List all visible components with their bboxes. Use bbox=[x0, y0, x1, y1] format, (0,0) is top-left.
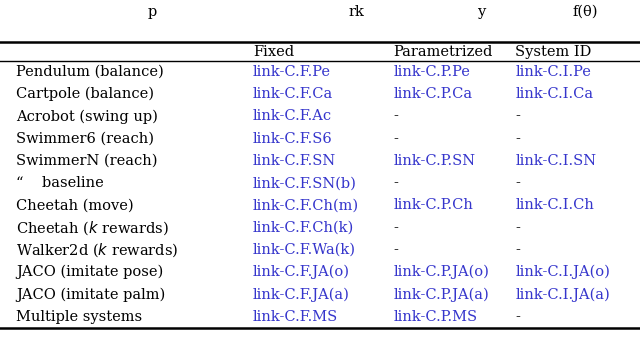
Text: Acrobot (swing up): Acrobot (swing up) bbox=[16, 109, 158, 124]
Text: -: - bbox=[515, 176, 520, 190]
Text: link-C.F.Pe: link-C.F.Pe bbox=[253, 65, 331, 79]
Text: link-C.P.SN: link-C.P.SN bbox=[394, 154, 476, 168]
Text: -: - bbox=[515, 132, 520, 146]
Text: -: - bbox=[515, 221, 520, 235]
Text: link-C.P.JA(o): link-C.P.JA(o) bbox=[394, 265, 490, 280]
Text: link-C.I.JA(a): link-C.I.JA(a) bbox=[515, 287, 610, 302]
Text: link-C.F.Wa(k): link-C.F.Wa(k) bbox=[253, 243, 356, 257]
Text: -: - bbox=[515, 310, 520, 324]
Text: link-C.P.Ca: link-C.P.Ca bbox=[394, 87, 473, 101]
Text: link-C.F.SN: link-C.F.SN bbox=[253, 154, 336, 168]
Text: y: y bbox=[477, 5, 485, 19]
Text: -: - bbox=[394, 221, 399, 235]
Text: link-C.F.Ch(m): link-C.F.Ch(m) bbox=[253, 198, 359, 213]
Text: link-C.I.Pe: link-C.I.Pe bbox=[515, 65, 591, 79]
Text: Walker2d ($k$ rewards): Walker2d ($k$ rewards) bbox=[16, 241, 179, 259]
Text: link-C.F.SN(b): link-C.F.SN(b) bbox=[253, 176, 356, 190]
Text: Fixed: Fixed bbox=[253, 45, 294, 58]
Text: p: p bbox=[147, 5, 156, 19]
Text: JACO (imitate pose): JACO (imitate pose) bbox=[16, 265, 163, 280]
Text: link-C.F.Ca: link-C.F.Ca bbox=[253, 87, 333, 101]
Text: rk: rk bbox=[349, 5, 365, 19]
Text: Cheetah ($k$ rewards): Cheetah ($k$ rewards) bbox=[16, 219, 169, 237]
Text: link-C.I.JA(o): link-C.I.JA(o) bbox=[515, 265, 610, 280]
Text: -: - bbox=[394, 176, 399, 190]
Text: -: - bbox=[394, 132, 399, 146]
Text: link-C.F.JA(a): link-C.F.JA(a) bbox=[253, 287, 349, 302]
Text: System ID: System ID bbox=[515, 45, 591, 58]
Text: link-C.F.Ch(k): link-C.F.Ch(k) bbox=[253, 221, 354, 235]
Text: SwimmerN (reach): SwimmerN (reach) bbox=[16, 154, 157, 168]
Text: -: - bbox=[515, 110, 520, 123]
Text: Pendulum (balance): Pendulum (balance) bbox=[16, 65, 164, 79]
Text: -: - bbox=[394, 110, 399, 123]
Text: link-C.P.Pe: link-C.P.Pe bbox=[394, 65, 470, 79]
Text: link-C.F.JA(o): link-C.F.JA(o) bbox=[253, 265, 350, 280]
Text: link-C.F.MS: link-C.F.MS bbox=[253, 310, 338, 324]
Text: “    baseline: “ baseline bbox=[16, 176, 104, 190]
Text: Cartpole (balance): Cartpole (balance) bbox=[16, 87, 154, 101]
Text: f(θ): f(θ) bbox=[573, 5, 598, 19]
Text: -: - bbox=[394, 243, 399, 257]
Text: link-C.F.Ac: link-C.F.Ac bbox=[253, 110, 332, 123]
Text: Multiple systems: Multiple systems bbox=[16, 310, 142, 324]
Text: -: - bbox=[515, 243, 520, 257]
Text: Swimmer6 (reach): Swimmer6 (reach) bbox=[16, 132, 154, 146]
Text: link-C.I.Ca: link-C.I.Ca bbox=[515, 87, 593, 101]
Text: Parametrized: Parametrized bbox=[394, 45, 493, 58]
Text: link-C.F.S6: link-C.F.S6 bbox=[253, 132, 333, 146]
Text: link-C.P.Ch: link-C.P.Ch bbox=[394, 198, 474, 213]
Text: link-C.I.Ch: link-C.I.Ch bbox=[515, 198, 594, 213]
Text: Cheetah (move): Cheetah (move) bbox=[16, 198, 134, 213]
Text: link-C.P.MS: link-C.P.MS bbox=[394, 310, 477, 324]
Text: JACO (imitate palm): JACO (imitate palm) bbox=[16, 287, 165, 302]
Text: link-C.I.SN: link-C.I.SN bbox=[515, 154, 596, 168]
Text: link-C.P.JA(a): link-C.P.JA(a) bbox=[394, 287, 490, 302]
